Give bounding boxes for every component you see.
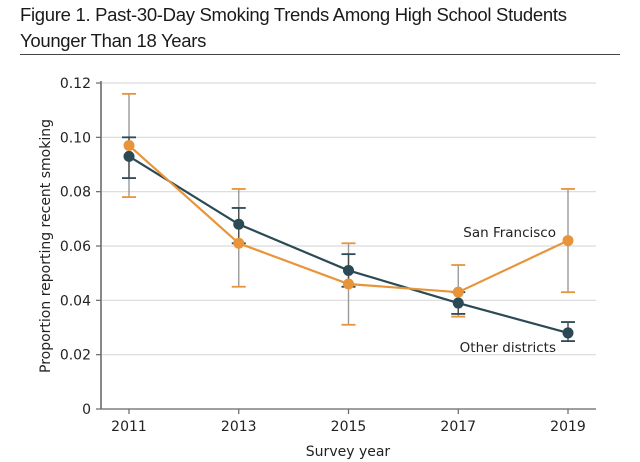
title-divider (20, 54, 620, 55)
y-tick-label: 0.02 (60, 348, 91, 364)
x-axis-title: Survey year (306, 444, 391, 460)
x-tick-label: 2015 (331, 419, 367, 435)
y-tick-label: 0 (82, 402, 91, 418)
data-point-san-francisco (123, 139, 135, 151)
y-tick-label: 0.08 (60, 185, 91, 201)
y-tick-label: 0.10 (60, 130, 91, 146)
data-point-other-districts (123, 150, 135, 162)
data-point-san-francisco (233, 237, 245, 249)
y-tick-label: 0.12 (60, 76, 91, 92)
x-tick-label: 2013 (221, 419, 257, 435)
figure-title: Figure 1. Past-30-Day Smoking Trends Amo… (20, 2, 620, 54)
y-axis-ticks: 0 0.02 0.04 0.06 0.08 0.10 0.12 (60, 76, 101, 418)
figure-title-line-2: Younger Than 18 Years (20, 30, 207, 51)
x-axis-ticks: 2011 2013 2015 2017 2019 (111, 409, 586, 435)
x-tick-label: 2017 (440, 419, 476, 435)
x-tick-label: 2011 (111, 419, 147, 435)
data-point-san-francisco (452, 286, 464, 298)
data-point-other-districts (452, 297, 464, 309)
data-point-san-francisco (343, 278, 354, 290)
series-label-san-francisco: San Francisco (463, 225, 556, 241)
x-tick-label: 2019 (550, 419, 586, 435)
data-point-other-districts (562, 327, 574, 339)
data-point-other-districts (343, 264, 354, 276)
series-layer (122, 92, 575, 342)
y-axis-title: Proportion reporting recent smoking (38, 119, 54, 373)
figure-title-line-1: Figure 1. Past-30-Day Smoking Trends Amo… (20, 4, 567, 25)
series-label-other-districts: Other districts (460, 340, 556, 356)
data-point-san-francisco (562, 235, 574, 247)
y-tick-label: 0.06 (60, 239, 91, 255)
y-tick-label: 0.04 (60, 293, 91, 309)
data-point-other-districts (233, 218, 245, 230)
